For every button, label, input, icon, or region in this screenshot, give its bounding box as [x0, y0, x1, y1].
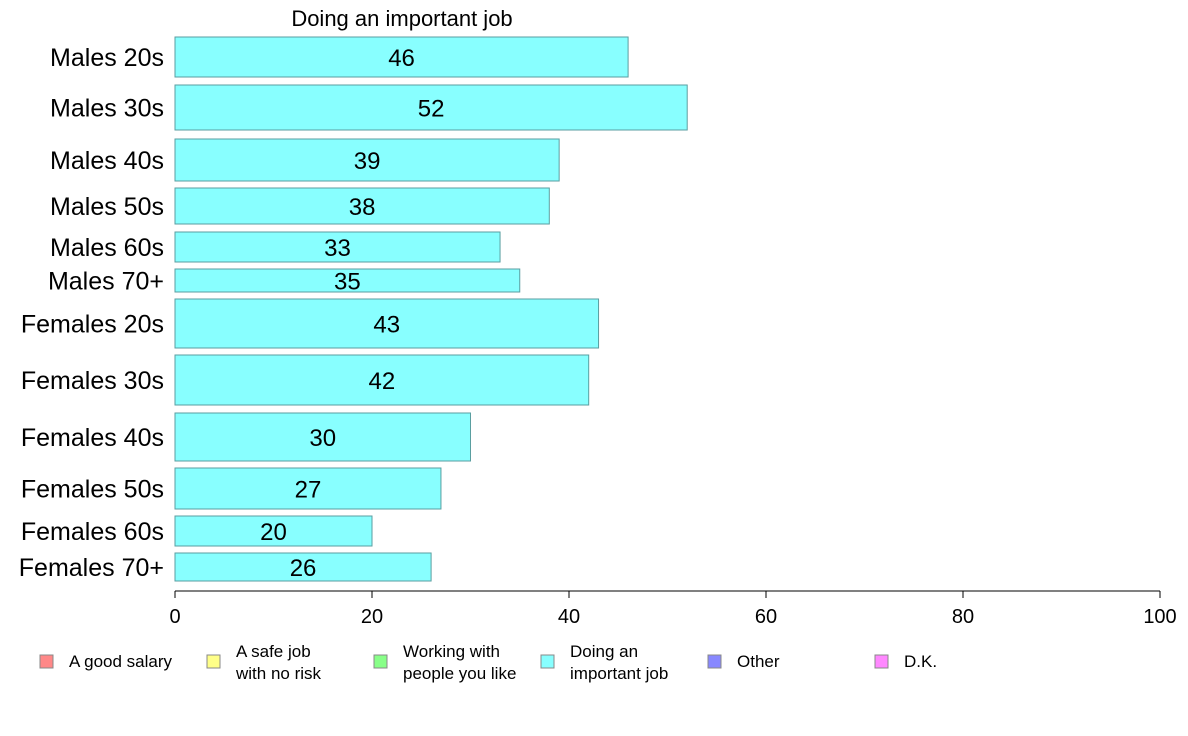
legend-swatch: [707, 654, 722, 669]
category-label: Males 60s: [50, 234, 164, 262]
legend-swatch: [206, 654, 221, 669]
bar: [174, 268, 521, 293]
bar: [174, 552, 432, 582]
legend-label: A good salary: [69, 652, 173, 671]
data-label: 26: [290, 555, 317, 582]
x-tick-label: 20: [361, 606, 383, 628]
chart-title: Doing an important job: [291, 6, 512, 31]
data-label: 43: [373, 312, 400, 339]
category-label: Females 40s: [21, 424, 164, 452]
legend-label: people you like: [403, 664, 516, 683]
category-label: Females 50s: [21, 476, 164, 504]
legend-label: important job: [570, 664, 668, 683]
bar: [174, 231, 501, 263]
bar: [174, 515, 373, 547]
x-tick-label: 100: [1143, 606, 1176, 628]
category-label: Females 70+: [19, 554, 164, 582]
legend-swatch: [874, 654, 889, 669]
data-label: 27: [295, 477, 322, 504]
bar: [174, 187, 550, 225]
bar: [174, 412, 471, 462]
bar: [174, 36, 629, 78]
data-label: 33: [324, 235, 351, 262]
data-label: 35: [334, 269, 361, 296]
legend-swatch: [373, 654, 388, 669]
data-label: 20: [260, 519, 287, 546]
bar: [174, 138, 560, 182]
x-tick-label: 80: [952, 606, 974, 628]
category-label: Males 30s: [50, 95, 164, 123]
legend-swatch: [39, 654, 54, 669]
legend-label: Other: [737, 652, 780, 671]
category-label: Males 50s: [50, 193, 164, 221]
data-label: 38: [349, 194, 376, 221]
legend-label: with no risk: [235, 664, 322, 683]
legend-label: A safe job: [236, 642, 311, 661]
bar: [174, 467, 442, 510]
legend-label: D.K.: [904, 652, 937, 671]
category-label: Females 60s: [21, 518, 164, 546]
category-label: Males 70+: [48, 268, 164, 296]
data-label: 39: [354, 148, 381, 175]
legend-label: Doing an: [570, 642, 638, 661]
data-label: 42: [368, 368, 395, 395]
x-tick-label: 60: [755, 606, 777, 628]
category-label: Females 20s: [21, 311, 164, 339]
legend-swatch: [540, 654, 555, 669]
bar: [174, 298, 600, 349]
category-label: Males 20s: [50, 44, 164, 72]
bar: [174, 354, 590, 406]
data-label: 30: [309, 425, 336, 452]
x-tick-label: 0: [169, 606, 180, 628]
legend-label: Working with: [403, 642, 500, 661]
x-tick-label: 40: [558, 606, 580, 628]
category-label: Males 40s: [50, 147, 164, 175]
data-label: 52: [418, 96, 445, 123]
data-label: 46: [388, 45, 415, 72]
bar: [174, 84, 688, 131]
category-label: Females 30s: [21, 367, 164, 395]
